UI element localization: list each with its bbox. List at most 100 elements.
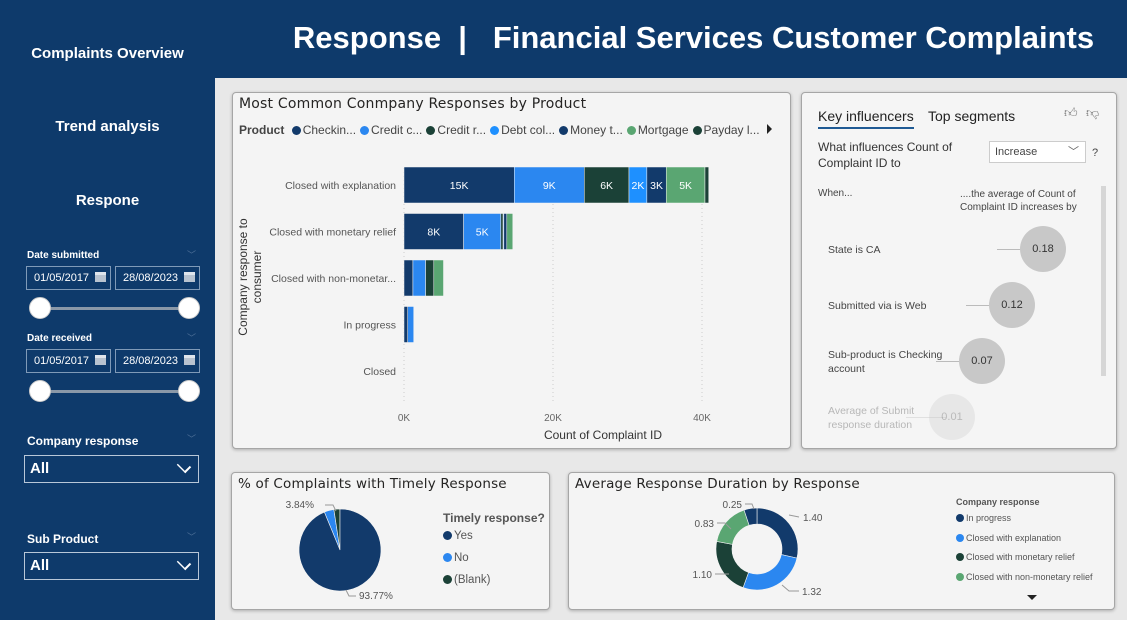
date-received-end[interactable]: 28/08/2023	[115, 349, 200, 373]
bar-segment[interactable]	[503, 213, 508, 250]
x-axis-title: Count of Complaint ID	[543, 428, 663, 442]
chevron-down-icon[interactable]: ﹀	[187, 251, 197, 261]
data-label: 8K	[427, 227, 440, 239]
company-response-dropdown[interactable]: All	[24, 455, 199, 483]
influencer-row[interactable]: Average of Submit response duration	[828, 404, 953, 432]
slider-start-handle[interactable]	[29, 297, 51, 319]
influence-direction-dropdown[interactable]: Increase ﹀	[989, 141, 1086, 163]
date-value: 28/08/2023	[123, 355, 179, 367]
legend-item[interactable]: No	[443, 552, 469, 564]
slider-end-handle[interactable]	[178, 380, 200, 402]
chevron-down-icon[interactable]: ﹀	[187, 435, 197, 445]
calendar-icon[interactable]	[184, 355, 195, 365]
leader-line	[788, 514, 800, 518]
date-received-slider[interactable]	[40, 390, 190, 393]
pie-slice[interactable]	[298, 508, 382, 592]
legend-item[interactable]: Credit c...	[360, 123, 422, 137]
nav-response[interactable]: Respone	[75, 192, 140, 209]
data-label: 0.83	[695, 519, 715, 530]
column-increase: ....the average of Count of Complaint ID…	[960, 189, 1077, 213]
legend-item[interactable]: Closed with explanation	[956, 533, 1061, 543]
influencer-bubble[interactable]: 0.07	[959, 338, 1005, 384]
bar-segment[interactable]	[433, 259, 444, 297]
legend-item[interactable]: Closed with non-monetary relief	[956, 572, 1093, 582]
legend-dot-icon	[360, 126, 370, 135]
legend-label: (Blank)	[454, 574, 491, 586]
bar-segment[interactable]	[403, 213, 464, 250]
legend-item[interactable]: Credit r...	[426, 123, 486, 137]
bar-segment[interactable]	[514, 166, 585, 204]
legend-label: Money t...	[570, 123, 623, 137]
bar-segment[interactable]	[506, 213, 514, 250]
legend-title: Product	[239, 123, 285, 137]
legend-dot-icon	[692, 126, 702, 135]
legend-dot-icon	[956, 514, 964, 522]
legend-item[interactable]: Mortgage	[626, 123, 689, 137]
y-tick-label: Closed with monetary relief	[269, 227, 396, 239]
thumbs-down-icon[interactable]: 👎︎	[1086, 106, 1100, 121]
x-tick-label: 0K	[398, 413, 411, 424]
donut-slice[interactable]	[715, 541, 749, 588]
tab-key-influencers[interactable]: Key influencers	[818, 108, 914, 129]
dropdown-value: Increase	[995, 146, 1038, 158]
bar-segment[interactable]	[584, 166, 630, 204]
leader-line	[345, 589, 356, 597]
bar-segment[interactable]	[425, 259, 435, 297]
legend-label: No	[454, 552, 469, 564]
bar-segment[interactable]	[500, 213, 504, 250]
legend-item[interactable]: Money t...	[559, 123, 623, 137]
influencer-bubble[interactable]: 0.12	[989, 282, 1035, 328]
donut-slice[interactable]	[716, 509, 750, 545]
thumbs-up-icon[interactable]: 👍︎	[1064, 106, 1078, 121]
legend-label: Checkin...	[302, 123, 357, 137]
donut-slice[interactable]	[742, 554, 798, 591]
influencer-row[interactable]: Submitted via is Web	[828, 299, 953, 313]
data-label: 2K	[632, 180, 645, 192]
influencer-row[interactable]: State is CA	[828, 243, 953, 257]
data-label: 3K	[650, 180, 663, 192]
help-icon[interactable]: ?	[1092, 147, 1099, 159]
chevron-down-icon[interactable]: ﹀	[187, 533, 197, 543]
legend-next-arrow-icon[interactable]	[767, 124, 772, 134]
bar-segment[interactable]	[665, 166, 706, 204]
nav-complaints-overview[interactable]: Complaints Overview	[31, 45, 184, 62]
donut-slice[interactable]	[743, 507, 758, 526]
slider-start-handle[interactable]	[29, 380, 51, 402]
pie-chart-panel: % of Complaints with Timely Response 3.8…	[231, 472, 550, 610]
bar-segment[interactable]	[412, 259, 426, 297]
influencer-row[interactable]: Sub-product is Checking account	[828, 348, 953, 376]
legend-label: Yes	[454, 530, 473, 542]
data-label: 5K	[679, 180, 692, 192]
date-submitted-slider[interactable]	[40, 307, 190, 310]
bar-segment[interactable]	[403, 259, 414, 297]
page-title: Response | Financial Services Customer C…	[292, 20, 1095, 55]
legend-item[interactable]: Debt col...	[490, 123, 555, 137]
slider-end-handle[interactable]	[178, 297, 200, 319]
sub-product-dropdown[interactable]: All	[24, 552, 199, 580]
date-submitted-end[interactable]: 28/08/2023	[115, 266, 200, 290]
legend-item[interactable]: Closed with monetary relief	[956, 552, 1075, 562]
legend-item[interactable]: (Blank)	[443, 574, 490, 586]
date-submitted-start[interactable]: 01/05/2017	[26, 266, 111, 290]
legend-item[interactable]: Yes	[443, 530, 473, 542]
tab-top-segments[interactable]: Top segments	[928, 108, 1016, 124]
legend-item[interactable]: In progress	[956, 513, 1011, 523]
column-when: When...	[818, 188, 853, 199]
chart-title: Most Common Conmpany Responses by Produc…	[239, 96, 587, 112]
calendar-icon[interactable]	[95, 272, 106, 282]
date-received-start[interactable]: 01/05/2017	[26, 349, 111, 373]
influencer-bubble[interactable]: 0.01	[929, 394, 975, 440]
bar-segment[interactable]	[403, 306, 408, 343]
bar-segment[interactable]	[407, 306, 414, 343]
nav-trend-analysis[interactable]: Trend analysis	[55, 118, 160, 135]
calendar-icon[interactable]	[95, 355, 106, 365]
legend-item[interactable]: Checkin...	[291, 123, 357, 137]
calendar-icon[interactable]	[184, 272, 195, 282]
scrollbar[interactable]	[1101, 186, 1106, 376]
bar-segment[interactable]	[704, 166, 709, 204]
legend-more-arrow-icon[interactable]	[1027, 595, 1037, 600]
legend-label: Closed with monetary relief	[966, 552, 1075, 562]
chevron-down-icon[interactable]: ﹀	[187, 334, 197, 344]
influencer-bubble[interactable]: 0.18	[1020, 226, 1066, 272]
legend-item[interactable]: Payday l...	[692, 123, 760, 137]
